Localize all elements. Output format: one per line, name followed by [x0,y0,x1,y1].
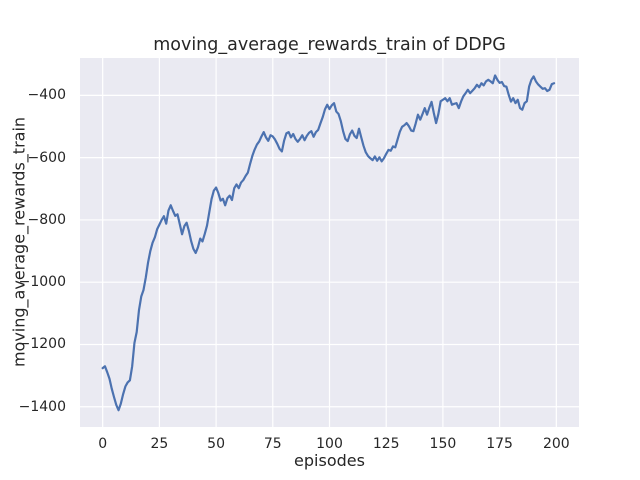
x-tick-label: 25 [150,436,169,452]
x-tick-label: 200 [542,436,570,452]
y-tick-label: −400 [27,87,66,104]
y-tick-label: −800 [27,211,66,228]
x-tick-label: 0 [98,436,108,452]
chart-title: moving_average_rewards_train of DDPG [153,35,506,55]
x-tick-label: 50 [207,436,225,452]
x-tick-label: 75 [263,436,282,452]
line-chart-canvas [80,58,579,427]
y-tick-label: −1000 [18,274,66,291]
plot-area [80,58,579,427]
y-tick-label: −1200 [18,336,66,353]
x-tick-label: 150 [429,436,457,452]
y-tick-label: −1400 [18,398,66,415]
y-tick-label: −600 [27,149,66,166]
x-tick-label: 100 [316,436,343,452]
series-line [101,74,556,412]
x-tick-label: 175 [486,436,513,452]
x-tick-label: 125 [372,436,400,452]
x-axis-label: episodes [294,451,365,470]
